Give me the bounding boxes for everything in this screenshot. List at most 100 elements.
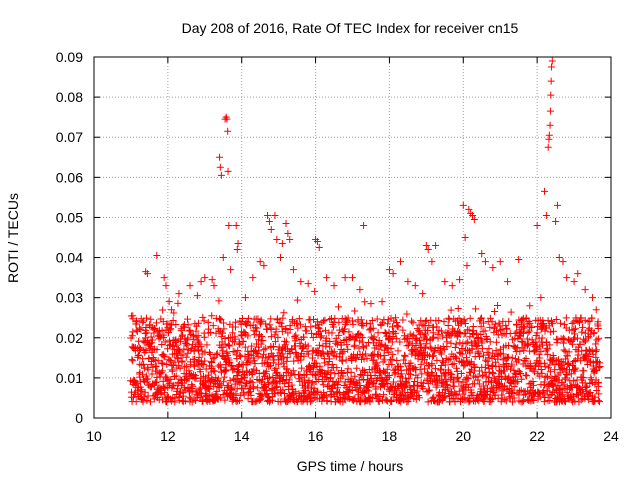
- data-point: [227, 266, 235, 274]
- band-point: [272, 325, 280, 333]
- band-point: [289, 389, 297, 397]
- band-point: [409, 319, 417, 327]
- data-point: [224, 127, 232, 135]
- band-point: [348, 357, 356, 365]
- band-point: [497, 375, 505, 383]
- band-point: [143, 397, 151, 405]
- band-point: [158, 327, 166, 335]
- data-point: [553, 201, 561, 209]
- band-point: [168, 367, 176, 375]
- band-point: [475, 367, 483, 375]
- band-point: [427, 345, 435, 353]
- band-point: [388, 338, 396, 346]
- band-point: [286, 349, 294, 357]
- data-point: [547, 77, 555, 85]
- band-point: [360, 367, 368, 375]
- data-point: [267, 225, 275, 233]
- band-point: [491, 391, 499, 399]
- band-point: [441, 393, 449, 401]
- band-point: [169, 317, 177, 325]
- band-point: [525, 327, 533, 335]
- band-point: [515, 356, 523, 364]
- band-point: [424, 387, 432, 395]
- data-point: [544, 143, 552, 151]
- data-point: [537, 294, 545, 302]
- band-point: [295, 315, 303, 323]
- band-point: [584, 326, 592, 334]
- data-point: [323, 274, 331, 282]
- band-point: [577, 396, 585, 404]
- band-point: [252, 398, 260, 406]
- band-point: [576, 340, 584, 348]
- band-point: [220, 373, 228, 381]
- band-point: [538, 369, 546, 377]
- band-point: [282, 338, 290, 346]
- band-point: [447, 339, 455, 347]
- data-point: [592, 306, 600, 314]
- band-point: [219, 347, 227, 355]
- band-point: [595, 364, 603, 372]
- band-point: [437, 350, 445, 358]
- band-point: [393, 322, 401, 330]
- x-tick-label: 20: [455, 428, 471, 444]
- band-point: [457, 369, 465, 377]
- band-point: [497, 398, 505, 406]
- band-point: [292, 331, 300, 339]
- band-point: [255, 347, 263, 355]
- band-point: [175, 393, 183, 401]
- band-point: [151, 379, 159, 387]
- band-point: [310, 316, 318, 324]
- band-point: [585, 352, 593, 360]
- y-tick-label: 0.04: [56, 250, 83, 266]
- band-point: [328, 329, 336, 337]
- data-points: [127, 57, 604, 406]
- data-point: [419, 290, 427, 298]
- band-point: [491, 307, 499, 315]
- band-point: [466, 314, 474, 322]
- data-point: [265, 217, 273, 225]
- band-point: [180, 345, 188, 353]
- band-point: [446, 355, 454, 363]
- band-point: [184, 315, 192, 323]
- data-point: [341, 274, 349, 282]
- band-point: [518, 375, 526, 383]
- band-point: [417, 330, 425, 338]
- band-point: [152, 319, 160, 327]
- band-point: [453, 374, 461, 382]
- band-point: [540, 398, 548, 406]
- band-point: [570, 335, 578, 343]
- band-point: [414, 374, 422, 382]
- band-point: [489, 370, 497, 378]
- band-point: [139, 355, 147, 363]
- x-tick-label: 16: [308, 428, 324, 444]
- band-point: [138, 387, 146, 395]
- band-point: [369, 324, 377, 332]
- band-point: [381, 369, 389, 377]
- band-point: [386, 334, 394, 342]
- band-point: [277, 319, 285, 327]
- band-point: [247, 391, 255, 399]
- band-point: [410, 378, 418, 386]
- band-point: [530, 381, 538, 389]
- band-point: [435, 317, 443, 324]
- data-point: [249, 274, 257, 282]
- band-point: [524, 329, 532, 337]
- band-point: [454, 305, 462, 313]
- band-point: [491, 377, 499, 385]
- data-point: [589, 294, 597, 302]
- band-point: [550, 327, 558, 335]
- band-point: [500, 382, 508, 390]
- band-point: [437, 327, 445, 335]
- band-point: [424, 398, 432, 406]
- band-point: [523, 372, 531, 380]
- band-point: [407, 385, 415, 393]
- band-point: [537, 366, 545, 374]
- band-point: [173, 385, 181, 393]
- band-point: [142, 346, 150, 354]
- band-point: [204, 318, 212, 326]
- band-point: [300, 333, 308, 341]
- band-point: [345, 328, 353, 336]
- band-point: [505, 317, 513, 325]
- band-point: [311, 287, 319, 295]
- band-point: [460, 362, 468, 370]
